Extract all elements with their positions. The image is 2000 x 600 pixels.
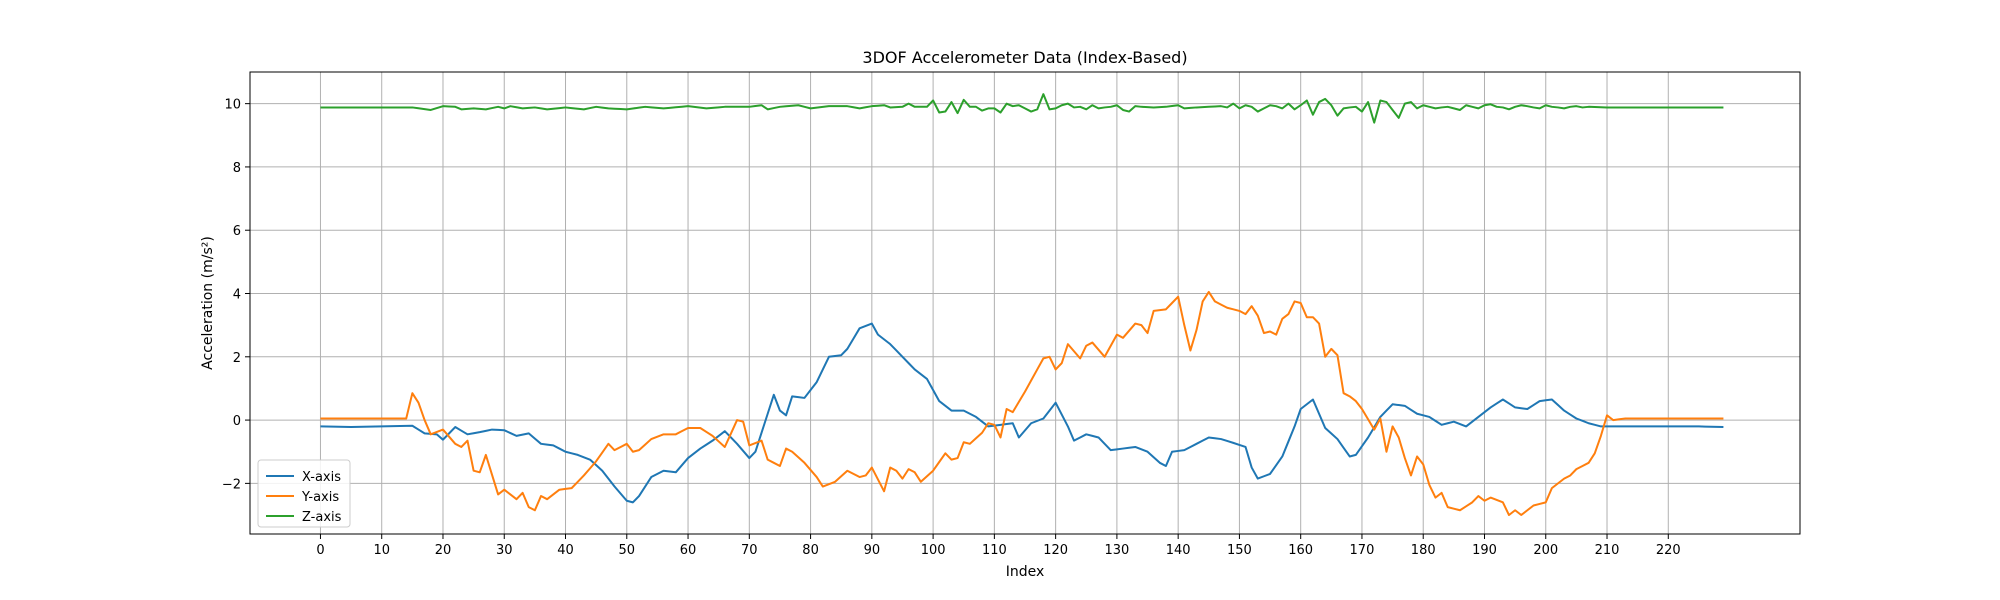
legend: X-axis Y-axis Z-axis: [257, 459, 351, 528]
y-axis-ticks: −2 0 2 4 6 8 10: [222, 98, 250, 492]
x-tick-label: 30: [496, 543, 513, 558]
x-tick-label: 80: [802, 543, 819, 558]
x-tick-label: 160: [1288, 543, 1313, 558]
series-line-x-axis: [320, 322, 1724, 504]
x-tick-label: 150: [1227, 543, 1252, 558]
x-tick-label: 200: [1533, 543, 1558, 558]
plot-frame: [249, 71, 1801, 535]
x-tick-label: 60: [680, 543, 697, 558]
y-tick-label: 8: [233, 161, 241, 176]
legend-label: Y-axis: [301, 490, 339, 505]
chart-title: 3DOF Accelerometer Data (Index-Based): [862, 48, 1187, 67]
x-tick-label: 110: [982, 543, 1007, 558]
x-tick-label: 140: [1166, 543, 1191, 558]
x-tick-label: 130: [1104, 543, 1129, 558]
series-line-y-axis: [320, 290, 1724, 517]
x-tick-label: 50: [619, 543, 636, 558]
x-axis-ticks: 0 10 20 30 40 50 60 70 80 90 100 110 120 130 140 150 160…: [316, 534, 1681, 558]
x-tick-label: 40: [557, 543, 574, 558]
y-tick-label: 6: [233, 224, 241, 239]
x-axis-label: Index: [1006, 564, 1045, 580]
x-tick-label: 0: [316, 543, 324, 558]
x-tick-label: 170: [1350, 543, 1375, 558]
grid-lines: [250, 72, 1800, 534]
y-tick-label: −2: [222, 477, 241, 492]
x-tick-label: 20: [435, 543, 452, 558]
x-tick-label: 100: [921, 543, 946, 558]
y-tick-label: 4: [233, 288, 241, 303]
y-tick-label: 2: [233, 351, 241, 366]
x-tick-label: 180: [1411, 543, 1436, 558]
x-tick-label: 120: [1043, 543, 1068, 558]
series-line-z-axis: [320, 93, 1724, 124]
x-tick-label: 210: [1595, 543, 1620, 558]
x-tick-label: 10: [373, 543, 390, 558]
legend-label: Z-axis: [302, 510, 342, 525]
y-tick-label: 10: [224, 98, 241, 113]
y-axis-label: Acceleration (m/s²): [200, 236, 216, 370]
x-tick-label: 190: [1472, 543, 1497, 558]
legend-label: X-axis: [302, 470, 341, 485]
series-layer: [320, 93, 1724, 517]
y-tick-label: 0: [233, 414, 241, 429]
x-tick-label: 70: [741, 543, 758, 558]
x-tick-label: 90: [864, 543, 881, 558]
x-tick-label: 220: [1656, 543, 1681, 558]
